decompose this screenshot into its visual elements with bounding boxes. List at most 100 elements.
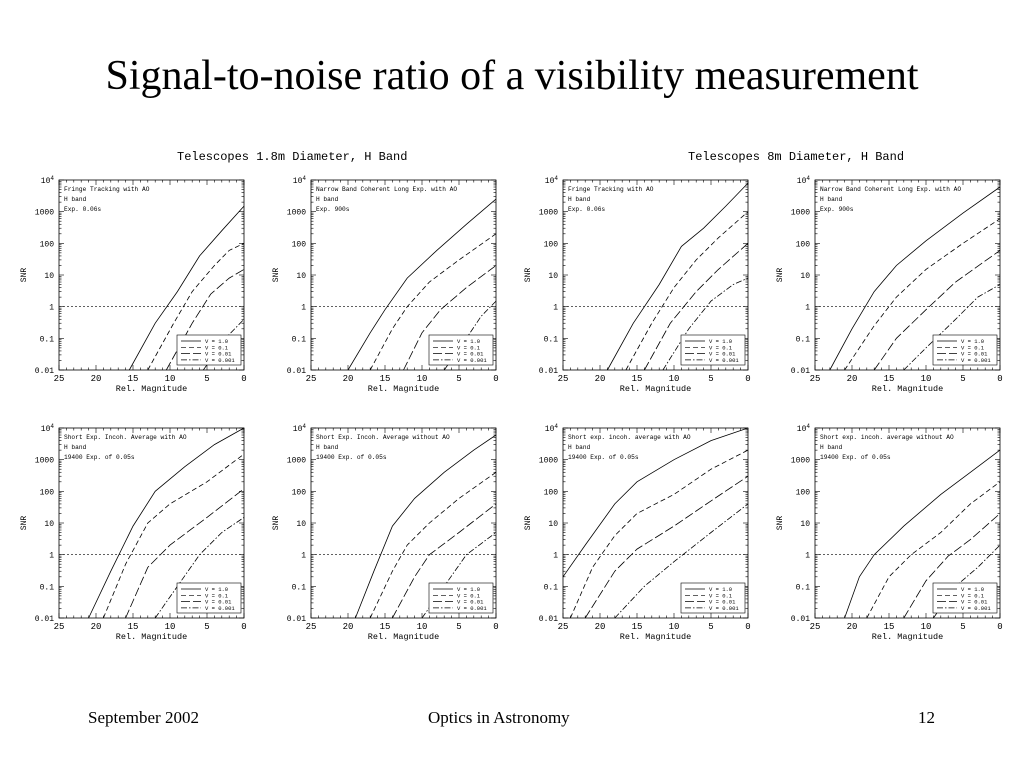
x-tick-label: 0 — [241, 374, 246, 384]
series-line — [625, 211, 749, 371]
x-tick-label: 15 — [632, 622, 643, 632]
series-line — [347, 198, 497, 371]
x-axis-label: Rel. Magnitude — [620, 384, 691, 394]
x-tick-label: 20 — [343, 622, 354, 632]
x-axis-label: Rel. Magnitude — [116, 632, 187, 642]
x-tick-label: 5 — [708, 374, 713, 384]
x-tick-label: 25 — [306, 622, 317, 632]
y-axis-label: SNR — [524, 268, 533, 283]
panel-annotation: 19400 Exp. of 0.05s — [64, 454, 135, 461]
y-tick-label: 104 — [41, 423, 55, 434]
x-tick-label: 10 — [417, 622, 428, 632]
panel-annotation: Exp. 900s — [820, 206, 854, 213]
y-tick-label: 0.1 — [544, 583, 559, 592]
y-tick-label: 1 — [553, 304, 558, 313]
x-tick-label: 0 — [745, 622, 750, 632]
y-tick-label: 1000 — [791, 457, 810, 466]
y-tick-label: 100 — [40, 240, 55, 249]
x-tick-label: 10 — [921, 622, 932, 632]
legend-entry: V = 1.0 — [961, 586, 984, 593]
y-tick-label: 104 — [545, 175, 559, 186]
panel-annotation: Narrow Band Coherent Long Exp. with AO — [316, 186, 457, 193]
y-tick-label: 1000 — [791, 209, 810, 218]
series-line — [614, 503, 749, 619]
y-tick-label: 0.1 — [292, 335, 307, 344]
legend-box — [932, 334, 998, 366]
slide-title: Signal-to-noise ratio of a visibility me… — [105, 53, 919, 99]
x-tick-label: 25 — [810, 374, 821, 384]
y-tick-label: 1000 — [287, 457, 306, 466]
y-tick-label: 0.01 — [287, 615, 306, 624]
series-line — [125, 488, 245, 619]
series-line — [128, 205, 245, 371]
legend-entry: V = 0.1 — [961, 344, 985, 351]
y-tick-label: 0.1 — [40, 335, 55, 344]
x-tick-label: 20 — [595, 374, 606, 384]
x-tick-label: 25 — [306, 374, 317, 384]
series-line — [403, 265, 497, 371]
x-tick-label: 0 — [997, 374, 1002, 384]
x-tick-label: 15 — [884, 374, 895, 384]
y-tick-label: 1 — [49, 304, 54, 313]
legend-entry: V = 0.1 — [709, 592, 733, 599]
legend: V = 1.0V = 0.1V = 0.01V = 0.001 — [932, 582, 998, 614]
x-tick-label: 15 — [128, 622, 139, 632]
legend-entry: V = 0.001 — [205, 357, 235, 364]
y-tick-label: 0.01 — [287, 367, 306, 376]
x-tick-label: 25 — [558, 374, 569, 384]
x-tick-label: 0 — [493, 622, 498, 632]
series-line — [866, 481, 1001, 619]
series-line — [844, 218, 1001, 371]
y-tick-label: 104 — [797, 175, 811, 186]
legend-entry: V = 0.001 — [709, 605, 739, 612]
x-tick-label: 5 — [708, 622, 713, 632]
legend: V = 1.0V = 0.1V = 0.01V = 0.001 — [176, 334, 242, 366]
series-line — [443, 300, 497, 371]
chart-panel-bottom-second: 25 20 15 10 5 0 0.01 0.1 1 10 100 1000 104 Rel. Magni… — [272, 423, 499, 642]
footer-course: Optics in Astronomy — [428, 708, 570, 727]
x-tick-label: 20 — [847, 622, 858, 632]
group-title-8m: Telescopes 8m Diameter, H Band — [688, 150, 905, 164]
x-axis-label: Rel. Magnitude — [872, 384, 943, 394]
legend-box — [428, 582, 494, 614]
legend-entry: V = 0.01 — [961, 351, 988, 358]
y-tick-label: 10 — [800, 520, 810, 529]
legend: V = 1.0V = 0.1V = 0.01V = 0.001 — [428, 334, 494, 366]
panel-annotation: Fringe Tracking with AO — [64, 186, 150, 193]
x-tick-label: 20 — [91, 374, 102, 384]
y-tick-label: 10 — [548, 520, 558, 529]
series-line — [154, 517, 245, 619]
series-line — [844, 449, 1001, 619]
y-tick-label: 100 — [796, 240, 811, 249]
legend-entry: V = 0.001 — [457, 357, 487, 364]
x-tick-label: 10 — [921, 374, 932, 384]
y-axis-label: SNR — [20, 516, 29, 531]
y-tick-label: 104 — [293, 175, 307, 186]
legend-entry: V = 1.0 — [205, 586, 228, 593]
series-line — [662, 277, 749, 371]
series-line — [103, 453, 245, 619]
footer-date: September 2002 — [88, 708, 199, 727]
legend-entry: V = 1.0 — [457, 338, 480, 345]
legend-entry: V = 0.1 — [709, 344, 733, 351]
panel-annotation: 19400 Exp. of 0.05s — [568, 454, 639, 461]
x-tick-label: 15 — [380, 622, 391, 632]
axis-ticks — [310, 179, 497, 371]
chart-panel-bottom-fourth: 25 20 15 10 5 0 0.01 0.1 1 10 100 1000 104 Rel. Magni… — [776, 423, 1003, 642]
y-tick-label: 1 — [553, 552, 558, 561]
chart-panel-bottom-left: 25 20 15 10 5 0 0.01 0.1 1 10 100 1000 104 Rel. Magni… — [20, 423, 247, 642]
x-tick-label: 0 — [493, 374, 498, 384]
legend-entry: V = 0.01 — [205, 599, 232, 606]
legend: V = 1.0V = 0.1V = 0.01V = 0.001 — [680, 582, 746, 614]
legend-entry: V = 1.0 — [709, 586, 732, 593]
y-tick-label: 0.01 — [539, 615, 558, 624]
legend-entry: V = 0.01 — [961, 599, 988, 606]
panel-annotation: H band — [64, 444, 87, 451]
legend-entry: V = 0.001 — [961, 357, 991, 364]
panel-annotation: H band — [820, 444, 843, 451]
series-line — [584, 475, 749, 619]
x-tick-label: 25 — [54, 622, 65, 632]
y-tick-label: 0.1 — [544, 335, 559, 344]
panel-annotation: Exp. 0.06s — [64, 206, 101, 213]
